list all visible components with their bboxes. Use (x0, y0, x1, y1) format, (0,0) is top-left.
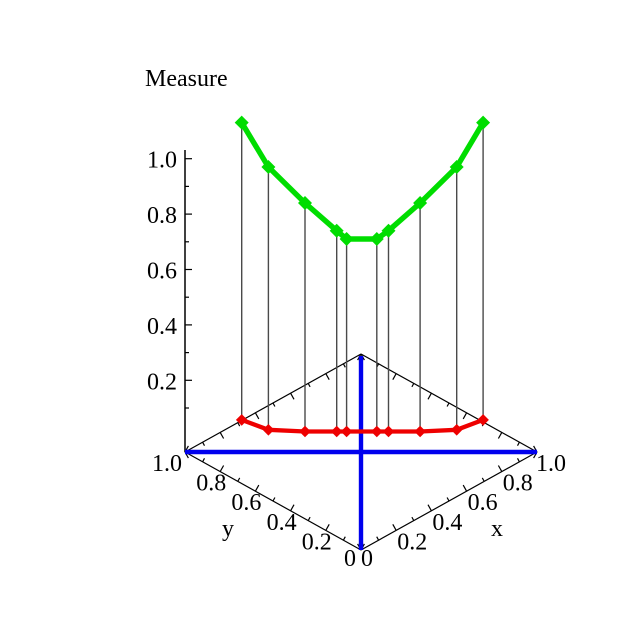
far-x-tick (516, 441, 520, 446)
lower-red-series-marker (477, 414, 489, 426)
upper-green-series-marker (369, 232, 384, 246)
lower-red-series-marker (299, 425, 311, 438)
lower-red-series-line (240, 417, 484, 434)
far-x-tick (446, 402, 450, 407)
far-y-tick (202, 441, 206, 446)
upper-green-series-marker (329, 223, 344, 238)
z-axis-title: Measure (145, 66, 228, 92)
z-tick-label: 0.8 (147, 203, 177, 229)
lower-red-series-marker (382, 425, 395, 438)
far-y-tick (219, 432, 225, 439)
y-axis-tick (254, 484, 260, 492)
lower-red-series-marker (262, 424, 275, 436)
y-axis-tick (202, 458, 206, 463)
far-x-tick (462, 412, 468, 420)
x-axis-tick (516, 458, 520, 463)
upper-green-series-marker (261, 160, 276, 174)
y-tick-label: 0.4 (267, 510, 297, 536)
upper-green-series-marker (298, 196, 312, 210)
x-tick-label: 0.8 (503, 471, 533, 497)
upper-green-series-marker (476, 115, 491, 130)
y-axis-tick (237, 477, 241, 482)
lower-red-series-marker (450, 424, 463, 436)
z-tick-label: 1.0 (147, 148, 177, 174)
x-axis-tick (497, 465, 503, 472)
lower-red-series-marker (340, 425, 353, 438)
x-tick-label: 0 (361, 546, 373, 572)
far-y-tick (254, 412, 260, 420)
y-tick-label: 0.2 (302, 529, 332, 555)
far-x-tick (411, 383, 415, 388)
upper-green-series-marker (381, 223, 396, 238)
upper-green-series-marker (339, 232, 354, 246)
x-axis-tick (427, 504, 432, 512)
far-x-tick (392, 373, 397, 380)
x-axis-tick (481, 477, 485, 482)
y-tick-label: 0.8 (196, 471, 226, 497)
lower-red-series-marker (330, 425, 343, 438)
x-axis-tick (462, 484, 468, 492)
y-axis-tick (272, 497, 276, 502)
far-y-tick (342, 363, 346, 368)
far-y-tick (272, 402, 276, 407)
far-x-tick (497, 432, 503, 439)
x-tick-label: 1.0 (536, 451, 566, 477)
z-tick-label: 0.6 (147, 259, 177, 285)
far-x-tick (427, 392, 432, 400)
far-y-tick (290, 392, 295, 400)
y-axis-tick (290, 504, 295, 512)
upper-green-series-marker (413, 196, 428, 210)
x-axis-tick (446, 497, 450, 502)
lower-red-series-marker (414, 425, 426, 438)
x-tick-label: 0.6 (468, 490, 498, 516)
far-y-tick (237, 422, 241, 427)
x-axis-tick (376, 536, 380, 541)
x-axis-tick (411, 516, 415, 521)
upper-green-series-marker (449, 160, 464, 174)
x-tick-label: 0.2 (397, 529, 427, 555)
y-axis-tick (219, 465, 225, 472)
x-tick-label: 0.4 (432, 510, 462, 536)
upper-green-series-marker (234, 115, 249, 130)
far-y-tick (325, 373, 330, 380)
y-axis-tick (342, 536, 346, 541)
y-axis-tick (307, 516, 311, 521)
y-tick-label: 0.6 (231, 490, 261, 516)
lower-red-series-marker (235, 414, 248, 426)
y-tick-label: 1.0 (152, 451, 182, 477)
x-axis-title: x (491, 516, 503, 542)
z-tick-label: 0.2 (147, 369, 177, 395)
y-axis-tick (325, 524, 330, 531)
far-y-tick (307, 383, 311, 388)
y-axis-title: y (222, 516, 234, 542)
z-tick-label: 0.4 (147, 314, 177, 340)
x-axis-tick (392, 524, 397, 531)
y-tick-label: 0 (344, 546, 356, 572)
upper-green-series-line (239, 121, 486, 242)
lower-red-series-marker (371, 425, 383, 438)
